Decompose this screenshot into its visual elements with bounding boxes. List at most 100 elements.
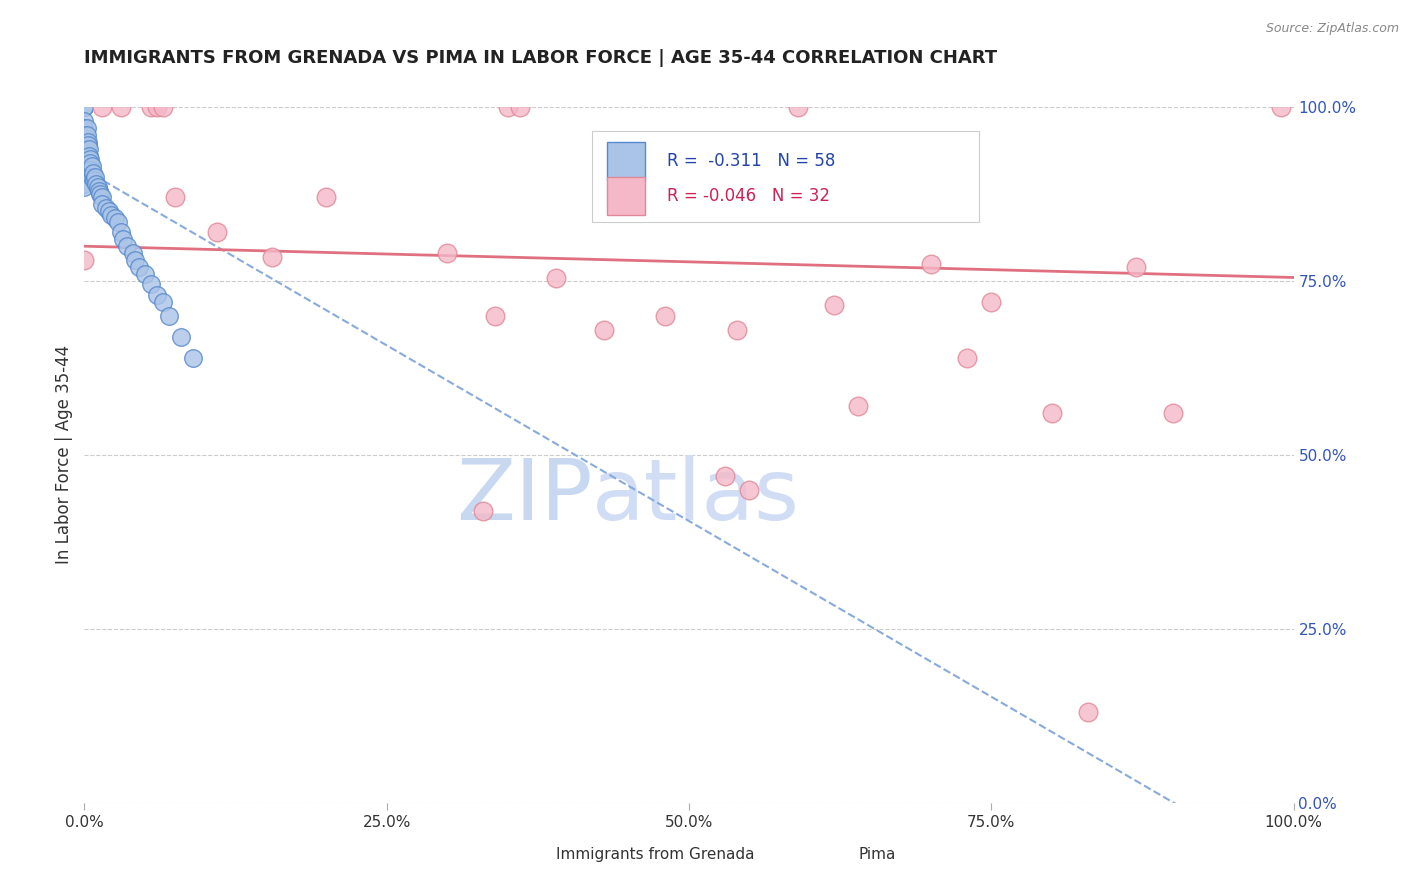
FancyBboxPatch shape — [607, 177, 645, 215]
Point — [94, 201, 117, 215]
Point — [110, 225, 132, 239]
Point — [152, 294, 174, 309]
Point — [79, 162, 101, 177]
Point — [956, 351, 979, 365]
Point — [77, 138, 100, 153]
Point — [100, 208, 122, 222]
Point — [73, 152, 96, 166]
Y-axis label: In Labor Force | Age 35-44: In Labor Force | Age 35-44 — [55, 345, 73, 565]
Point — [73, 100, 96, 114]
Point — [165, 190, 187, 204]
Point — [472, 503, 495, 517]
Point — [79, 155, 101, 169]
Point — [110, 100, 132, 114]
Point — [73, 131, 96, 145]
Point — [73, 114, 96, 128]
Point — [139, 100, 162, 114]
Point — [260, 250, 283, 264]
Point — [496, 100, 519, 114]
FancyBboxPatch shape — [815, 839, 849, 871]
Point — [86, 180, 108, 194]
Point — [91, 100, 114, 114]
Point — [91, 190, 114, 204]
Text: Immigrants from Grenada: Immigrants from Grenada — [555, 847, 755, 863]
Point — [82, 166, 104, 180]
Point — [139, 277, 162, 292]
Point — [80, 169, 103, 184]
Point — [73, 155, 96, 169]
Point — [714, 468, 737, 483]
Point — [115, 239, 138, 253]
Point — [73, 100, 96, 114]
Text: ZIP: ZIP — [456, 455, 592, 538]
Point — [73, 128, 96, 142]
Point — [436, 246, 458, 260]
Point — [77, 149, 100, 163]
Point — [73, 138, 96, 153]
Point — [725, 323, 748, 337]
Point — [738, 483, 761, 497]
Point — [73, 177, 96, 191]
Point — [91, 197, 114, 211]
Point — [73, 169, 96, 184]
Point — [73, 142, 96, 156]
FancyBboxPatch shape — [513, 839, 547, 871]
Text: R = -0.046   N = 32: R = -0.046 N = 32 — [668, 186, 830, 205]
Point — [846, 399, 869, 413]
Point — [1125, 260, 1147, 274]
Point — [73, 173, 96, 187]
Point — [80, 159, 103, 173]
Point — [73, 253, 96, 268]
Point — [146, 100, 169, 114]
Point — [1077, 706, 1099, 720]
Point — [121, 246, 143, 260]
Point — [170, 329, 193, 343]
Point — [593, 323, 616, 337]
Point — [207, 225, 229, 239]
Text: atlas: atlas — [592, 455, 800, 538]
Point — [920, 256, 942, 270]
Point — [157, 309, 180, 323]
Point — [77, 142, 100, 156]
Point — [73, 166, 96, 180]
Point — [315, 190, 337, 204]
Point — [104, 211, 127, 226]
FancyBboxPatch shape — [607, 142, 645, 180]
Point — [79, 152, 101, 166]
Point — [73, 159, 96, 173]
Point — [1161, 406, 1184, 420]
Point — [73, 135, 96, 149]
Point — [509, 100, 531, 114]
Point — [73, 149, 96, 163]
Point — [73, 145, 96, 160]
Point — [89, 187, 111, 202]
Point — [980, 294, 1002, 309]
Text: Source: ZipAtlas.com: Source: ZipAtlas.com — [1265, 22, 1399, 36]
Point — [76, 128, 98, 142]
Point — [134, 267, 156, 281]
Point — [97, 204, 120, 219]
Point — [1270, 100, 1292, 114]
FancyBboxPatch shape — [592, 131, 979, 222]
Point — [73, 180, 96, 194]
Point — [544, 270, 567, 285]
Point — [823, 298, 845, 312]
Point — [73, 162, 96, 177]
Point — [76, 120, 98, 135]
Point — [654, 309, 676, 323]
Point — [84, 169, 107, 184]
Point — [124, 253, 146, 268]
Point — [786, 100, 808, 114]
Point — [146, 288, 169, 302]
Point — [83, 173, 105, 187]
Point — [77, 135, 100, 149]
Point — [152, 100, 174, 114]
Point — [87, 184, 110, 198]
Point — [107, 215, 129, 229]
Point — [181, 351, 204, 365]
Point — [112, 232, 135, 246]
Point — [128, 260, 150, 274]
Text: Pima: Pima — [858, 847, 896, 863]
Point — [484, 309, 506, 323]
Point — [86, 177, 108, 191]
